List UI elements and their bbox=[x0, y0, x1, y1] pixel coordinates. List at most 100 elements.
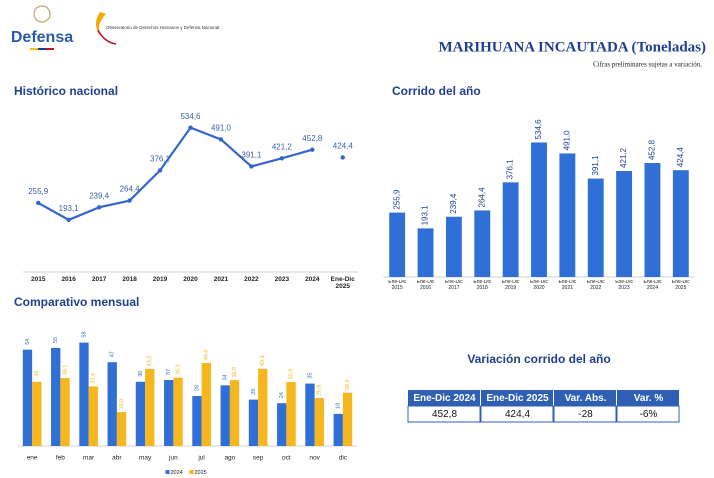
x-tick-label: mar bbox=[83, 455, 95, 462]
table-cell bbox=[553, 405, 617, 423]
bar bbox=[314, 398, 324, 446]
bar bbox=[79, 342, 89, 446]
bar bbox=[60, 378, 70, 446]
logo-emblem bbox=[33, 5, 51, 23]
value-label: 26,9 bbox=[317, 385, 323, 396]
table-header-cell bbox=[481, 390, 553, 406]
table-header: Ene-Dic 2024 bbox=[413, 393, 476, 404]
x-tick-label: feb bbox=[56, 455, 65, 462]
value-label: 36 bbox=[138, 371, 144, 377]
x-tick-label: Ene-Dic 2024 bbox=[643, 280, 662, 291]
bar bbox=[474, 210, 491, 277]
logo-defensa bbox=[30, 5, 54, 50]
value-label: 255,9 bbox=[28, 187, 49, 196]
bar bbox=[32, 381, 42, 446]
value-label: 26 bbox=[251, 389, 257, 395]
x-tick-label: Ene-Dic 2017 bbox=[445, 280, 463, 291]
value-label: 534,6 bbox=[180, 112, 201, 121]
bar bbox=[22, 349, 33, 446]
value-label: 491,0 bbox=[211, 124, 232, 133]
x-tick-label-box: 2018 bbox=[122, 276, 136, 283]
table-header-cell bbox=[554, 390, 616, 406]
bar bbox=[192, 396, 202, 446]
brand: Defensa bbox=[11, 29, 73, 46]
bar bbox=[277, 403, 287, 446]
bar bbox=[389, 212, 406, 277]
value-label: 18 bbox=[336, 403, 342, 409]
table-header: Var. Abs. bbox=[565, 393, 607, 404]
point bbox=[157, 168, 163, 173]
point bbox=[127, 198, 132, 203]
x-tick-label: ago bbox=[224, 455, 235, 462]
x-tick-label-box: Ene-Dic 2019 bbox=[501, 280, 520, 291]
table-value: -28 bbox=[578, 409, 593, 420]
table-title: Variación corrido del año bbox=[467, 352, 610, 366]
value-label: 391,1 bbox=[591, 155, 600, 176]
x-tick-label-box: Ene-Dic 2017 bbox=[445, 280, 463, 291]
x-tick-label: jun bbox=[168, 455, 178, 462]
value-label: 38,3 bbox=[175, 364, 181, 375]
bar bbox=[135, 381, 146, 446]
line bbox=[37, 126, 313, 222]
chart-title: Comparativo mensual bbox=[14, 295, 139, 309]
value-label: 46,6 bbox=[204, 350, 210, 361]
value-label: 424,4 bbox=[676, 147, 685, 168]
value-label: 35 bbox=[307, 373, 313, 379]
chart-title: Histórico nacional bbox=[14, 84, 118, 98]
x-tick-label: Ene-Dic 2018 bbox=[473, 280, 492, 291]
value-label: 391,1 bbox=[241, 151, 262, 160]
value-label: 264,4 bbox=[120, 185, 141, 194]
x-tick-label: dic bbox=[339, 455, 348, 462]
legend-swatch bbox=[189, 470, 194, 474]
x-tick-label: Ene-Dic 2025 bbox=[330, 276, 355, 291]
table-value: 424,4 bbox=[505, 409, 530, 420]
bar bbox=[531, 142, 547, 277]
value-label: 36 bbox=[34, 371, 40, 377]
bar bbox=[616, 170, 633, 277]
value-label: 35,9 bbox=[288, 369, 294, 380]
value-label: 264,4 bbox=[477, 187, 486, 208]
value-label: 239,4 bbox=[89, 191, 110, 200]
bar bbox=[587, 178, 604, 277]
x-tick-label: Ene-Dic 2019 bbox=[501, 280, 520, 291]
table-header: Ene-Dic 2025 bbox=[486, 393, 549, 404]
x-tick-label: abr bbox=[112, 455, 122, 462]
value-label: 239,4 bbox=[449, 193, 458, 214]
legend-label: 2024 bbox=[171, 470, 183, 476]
x-tick-label: Ene-Dic 2023 bbox=[615, 280, 633, 291]
bar bbox=[116, 412, 127, 446]
page-subtitle: Cifras preliminares sujetas a variación. bbox=[593, 61, 702, 69]
value-label: 43,3 bbox=[260, 355, 266, 366]
x-tick-label: 2021 bbox=[213, 276, 229, 283]
value-label: 29,9 bbox=[345, 379, 351, 390]
value-label: 376,1 bbox=[506, 159, 515, 180]
bar bbox=[173, 377, 183, 446]
x-tick-label: oct bbox=[282, 455, 291, 462]
logo-flag bbox=[46, 48, 54, 50]
x-tick-label-box: 2021 bbox=[213, 276, 229, 283]
bar bbox=[333, 413, 343, 446]
bar bbox=[164, 380, 174, 446]
x-tick-label: 2015 bbox=[30, 276, 46, 283]
table-header-cell bbox=[408, 390, 480, 406]
x-tick-label: 2020 bbox=[183, 276, 198, 283]
value-label: 24 bbox=[279, 392, 285, 398]
x-tick-label-box: 2020 bbox=[183, 276, 198, 283]
bar bbox=[559, 153, 576, 277]
bar bbox=[258, 368, 268, 446]
bar bbox=[672, 170, 689, 277]
bar bbox=[644, 163, 661, 277]
point bbox=[218, 137, 224, 142]
bar bbox=[248, 399, 259, 446]
x-tick-label: 2022 bbox=[244, 276, 259, 283]
chart-title: Corrido del año bbox=[392, 84, 481, 98]
legend-label: 2025 bbox=[195, 470, 207, 476]
logo-flag bbox=[30, 48, 38, 50]
x-tick-label: jul bbox=[197, 455, 205, 462]
point bbox=[66, 217, 71, 223]
bar bbox=[51, 347, 61, 446]
x-tick-label: 2023 bbox=[274, 276, 290, 283]
value-label: 43,2 bbox=[147, 356, 153, 367]
x-tick-label-box: Ene-Dic 2024 bbox=[643, 280, 662, 291]
